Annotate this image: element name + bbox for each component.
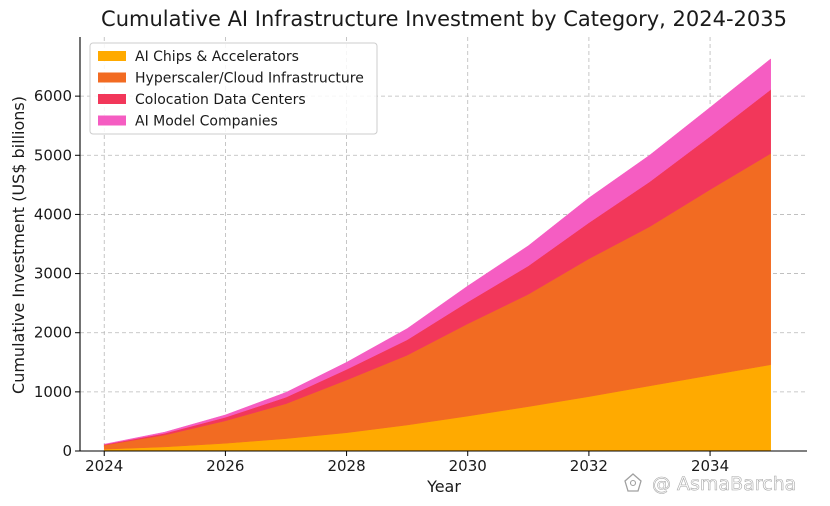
x-axis-label: Year <box>426 477 461 496</box>
x-tick-label: 2028 <box>327 457 365 475</box>
legend-label: Colocation Data Centers <box>135 92 306 108</box>
legend-box <box>89 42 378 135</box>
x-tick-label: 2024 <box>85 457 123 475</box>
y-tick-label: 4000 <box>34 205 72 223</box>
watermark-logo-icon <box>624 473 642 492</box>
legend-label: AI Chips & Accelerators <box>135 49 299 65</box>
legend-label: Hyperscaler/Cloud Infrastructure <box>135 71 364 87</box>
chart-title: Cumulative AI Infrastructure Investment … <box>101 7 787 31</box>
y-tick-label: 3000 <box>34 265 72 283</box>
legend: AI Chips & Accelerators Hyperscaler/Cloud… <box>89 42 378 135</box>
y-tick-label: 5000 <box>34 146 72 164</box>
legend-label: AI Model Companies <box>135 114 278 130</box>
y-tick-label: 1000 <box>34 383 72 401</box>
y-tick-label: 6000 <box>34 87 72 105</box>
watermark-text: @ AsmaBarcha <box>652 473 796 495</box>
area-series-4 <box>103 58 771 445</box>
legend-swatch <box>98 94 126 104</box>
legend-swatch <box>98 115 126 126</box>
legend-swatch <box>98 51 126 61</box>
y-axis-label: Cumulative Investment (US$ billions) <box>9 96 28 394</box>
y-tick-label: 0 <box>62 442 72 460</box>
legend-swatch <box>98 72 126 83</box>
x-tick-label: 2026 <box>206 457 244 475</box>
x-tick-label: 2030 <box>449 457 487 475</box>
watermark: @ AsmaBarcha <box>624 473 797 495</box>
y-tick-label: 2000 <box>34 324 72 342</box>
x-tick-label: 2032 <box>570 457 608 475</box>
x-tick-label: 2034 <box>691 457 729 475</box>
axes: 2024 2026 2028 2030 2032 2034 0 1000 2000 3000 400… <box>34 37 807 475</box>
